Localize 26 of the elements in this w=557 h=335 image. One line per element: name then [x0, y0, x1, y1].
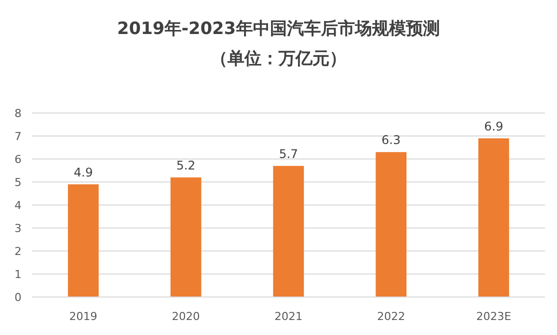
y-tick-label: 4 [14, 199, 22, 212]
x-tick-label: 2021 [274, 310, 302, 323]
y-tick-label: 3 [14, 222, 22, 235]
bar [478, 138, 510, 297]
data-label: 4.9 [74, 165, 93, 180]
data-label: 5.2 [176, 158, 196, 172]
bar [273, 166, 304, 297]
y-tick-label: 8 [14, 107, 22, 120]
chart-title: 2019年-2023年中国汽车后市场规模预测 [117, 19, 440, 39]
y-tick-label: 0 [14, 291, 22, 304]
x-tick-label: 2019 [69, 310, 98, 323]
y-tick-label: 5 [14, 176, 22, 189]
y-tick-label: 6 [14, 153, 22, 166]
y-tick-label: 1 [14, 268, 22, 281]
x-tick-label: 2023E [476, 310, 512, 323]
chart-subtitle: （单位：万亿元） [210, 49, 346, 69]
bar [68, 184, 99, 297]
bar [376, 152, 406, 297]
x-tick-label: 2022 [377, 310, 406, 323]
data-label: 6.9 [484, 119, 504, 134]
y-tick-label: 7 [14, 130, 22, 143]
data-label: 5.7 [278, 146, 298, 161]
data-label: 6.3 [382, 133, 401, 148]
y-tick-label: 2 [14, 245, 22, 258]
x-tick-label: 2020 [172, 310, 200, 323]
bar [170, 177, 202, 297]
